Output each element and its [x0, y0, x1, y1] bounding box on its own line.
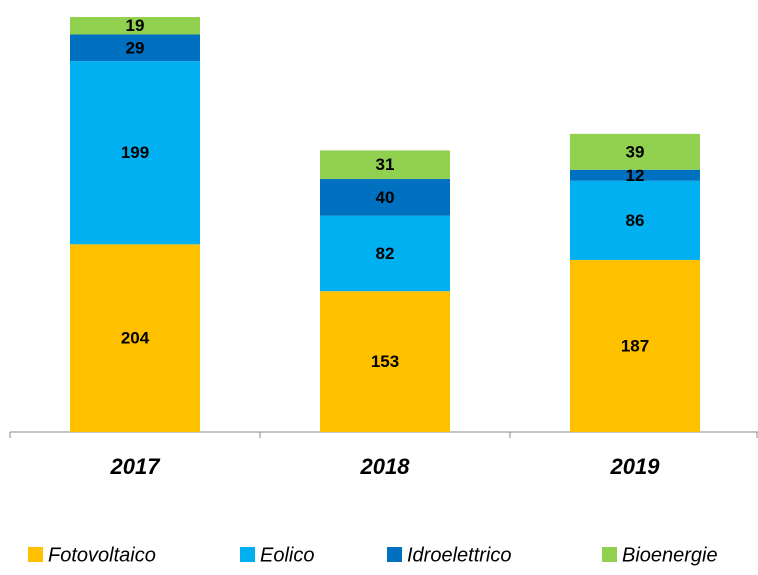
- data-label: 86: [626, 211, 645, 230]
- data-label: 204: [121, 329, 150, 348]
- data-label: 39: [626, 142, 645, 161]
- data-label: 40: [376, 188, 395, 207]
- legend-swatch: [28, 547, 43, 562]
- data-label: 31: [376, 155, 395, 174]
- bar-segment: [70, 244, 200, 432]
- bar-segment: [320, 150, 450, 179]
- legend-swatch: [387, 547, 402, 562]
- bar-segment: [320, 178, 450, 216]
- x-tick-label: 2017: [110, 454, 162, 479]
- bar-segment: [70, 17, 200, 35]
- data-label: 19: [126, 16, 145, 35]
- data-label: 199: [121, 143, 149, 162]
- data-label: 153: [371, 352, 399, 371]
- legend-swatch: [240, 547, 255, 562]
- bar-segment: [570, 133, 700, 170]
- legend-label: Eolico: [260, 544, 314, 566]
- data-label: 29: [126, 38, 145, 57]
- bar-segment: [570, 180, 700, 260]
- bar-segment: [70, 34, 200, 62]
- legend-swatch: [602, 547, 617, 562]
- x-tick-label: 2019: [610, 454, 661, 479]
- bar-segment: [320, 215, 450, 292]
- data-label: 187: [621, 336, 649, 355]
- legend-label: Bioenergie: [622, 544, 718, 566]
- legend-label: Idroelettrico: [407, 544, 512, 566]
- data-label: 12: [626, 166, 645, 185]
- bar-segment: [570, 169, 700, 181]
- bar-segment: [70, 61, 200, 245]
- bar-segment: [320, 291, 450, 432]
- legend-label: Fotovoltaico: [48, 544, 156, 566]
- x-tick-label: 2018: [360, 454, 411, 479]
- bar-segment: [570, 259, 700, 432]
- data-label: 82: [376, 244, 395, 263]
